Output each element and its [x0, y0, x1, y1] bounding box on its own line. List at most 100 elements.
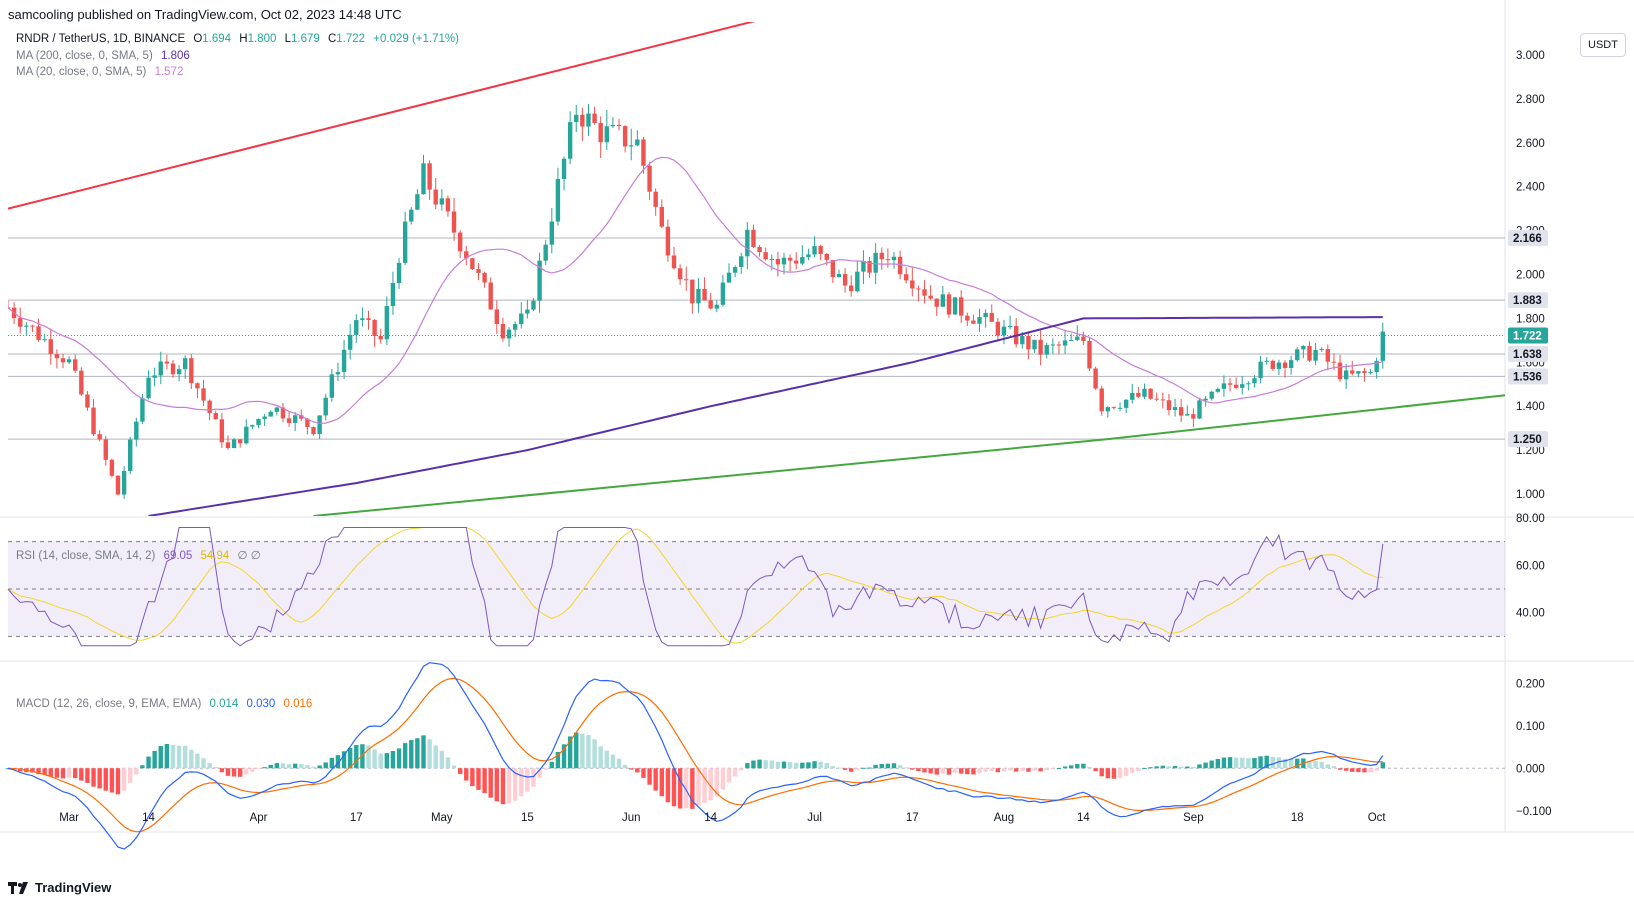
- macd-histogram-bar: [1350, 768, 1355, 772]
- candle-up: [1374, 357, 1379, 379]
- price-axis-label: 1.000: [1516, 489, 1545, 501]
- candle-down: [464, 245, 469, 266]
- macd-histogram-bar: [1209, 760, 1214, 769]
- macd-histogram-bar: [152, 750, 157, 769]
- candle-body: [910, 280, 915, 289]
- candle-body: [335, 372, 341, 375]
- macd-histogram-bar: [1362, 768, 1367, 773]
- candle-body: [1032, 339, 1037, 350]
- macd-histogram-bar: [916, 768, 921, 772]
- candle-up: [354, 314, 359, 343]
- candle-body: [1270, 360, 1276, 369]
- macd-histogram-bar: [1258, 756, 1263, 769]
- candle-up: [42, 333, 47, 342]
- candle-body: [476, 269, 481, 273]
- rsi-axis-label: 40.00: [1516, 608, 1545, 620]
- candle-body: [891, 256, 897, 261]
- candle-body: [818, 246, 823, 254]
- candle-up: [519, 302, 524, 329]
- candle-body: [873, 252, 878, 273]
- rsi-legend[interactable]: RSI (14, close, SMA, 14, 2) 69.05 54.94 …: [16, 548, 266, 562]
- macd-histogram-bar: [506, 768, 512, 804]
- time-axis-label: 14: [704, 812, 717, 824]
- macd-histogram-bar: [457, 768, 463, 774]
- candle-body: [195, 383, 200, 389]
- candle-body: [54, 354, 60, 359]
- price-tag: 1.638: [1513, 349, 1542, 361]
- macd-histogram-bar: [341, 751, 347, 769]
- candle-down: [60, 353, 66, 369]
- time-axis-label: 15: [521, 812, 534, 824]
- candle-down: [1038, 330, 1043, 366]
- candle-down: [659, 199, 664, 229]
- candle-down: [647, 161, 652, 200]
- candle-down: [1160, 392, 1166, 409]
- macd-histogram-bar: [91, 768, 96, 787]
- candle-down: [580, 107, 585, 142]
- macd-histogram-bar: [1117, 768, 1123, 779]
- candle-body: [1252, 378, 1257, 384]
- candle-body: [1062, 340, 1068, 346]
- ma20-legend[interactable]: MA (20, close, 0, SMA, 5) 1.572: [16, 66, 188, 78]
- candle-body: [201, 388, 206, 401]
- macd-histogram-bar: [482, 768, 487, 794]
- macd-histogram-bar: [555, 752, 561, 769]
- macd-histogram-bar: [946, 768, 952, 775]
- macd-histogram-bar: [409, 740, 414, 769]
- macd-histogram-bar: [1026, 768, 1031, 772]
- low-value: 1.679: [290, 33, 320, 45]
- candle-body: [751, 229, 756, 247]
- macd-histogram-bar: [1282, 758, 1288, 769]
- candle-body: [1081, 336, 1086, 341]
- macd-histogram-bar: [653, 768, 658, 791]
- candle-body: [574, 114, 579, 123]
- macd-histogram-bar: [1203, 762, 1208, 769]
- macd-histogram-bar: [1252, 758, 1257, 769]
- currency-button[interactable]: USDT: [1580, 33, 1626, 57]
- candle-body: [940, 294, 946, 307]
- macd-histogram-bar: [775, 761, 781, 769]
- candle-down: [1087, 336, 1092, 372]
- candle-body: [830, 259, 836, 278]
- macd-histogram-bar: [543, 768, 548, 770]
- candle-up: [983, 309, 988, 328]
- candle-up: [1301, 345, 1306, 359]
- candle-down: [971, 314, 976, 325]
- macd-histogram-bar: [1081, 763, 1086, 769]
- candle-body: [622, 126, 628, 147]
- macd-histogram-bar: [696, 768, 701, 806]
- macd-legend[interactable]: MACD (12, 26, close, 9, EMA, EMA) 0.014 …: [16, 698, 317, 710]
- tradingview-brand[interactable]: TradingView: [8, 880, 111, 895]
- candle-body: [146, 377, 151, 399]
- candle-body: [531, 300, 536, 310]
- candle-body: [958, 297, 964, 316]
- candle-down: [445, 195, 451, 217]
- candle-down: [280, 403, 286, 423]
- macd-histogram-bar: [231, 768, 237, 777]
- candle-up: [629, 128, 634, 161]
- macd-histogram-bar: [1136, 768, 1141, 771]
- candle-down: [641, 136, 646, 174]
- macd-histogram-bar: [402, 743, 408, 769]
- macd-histogram-bar: [922, 768, 927, 773]
- candle-body: [390, 283, 396, 307]
- time-axis-label: 18: [1291, 812, 1304, 824]
- macd-histogram-bar: [384, 753, 390, 769]
- candle-down: [1111, 406, 1117, 410]
- symbol-name[interactable]: RNDR / TetherUS, 1D, BINANCE: [16, 33, 186, 45]
- candle-up: [1276, 359, 1282, 376]
- ma200-legend[interactable]: MA (200, close, 0, SMA, 5) 1.806: [16, 50, 195, 62]
- macd-histogram-bar: [537, 768, 542, 778]
- candle-up: [1215, 387, 1221, 393]
- candle-body: [971, 320, 976, 324]
- candle-up: [1380, 322, 1385, 369]
- macd-histogram-bar: [1215, 759, 1221, 769]
- time-axis-label: 14: [1077, 812, 1090, 824]
- candle-body: [244, 426, 249, 444]
- candle-body: [787, 257, 793, 261]
- candle-body: [464, 251, 469, 259]
- macd-signal-value: 0.016: [283, 698, 313, 710]
- price-axis-label: 2.800: [1516, 94, 1545, 106]
- macd-histogram-bar: [574, 732, 579, 769]
